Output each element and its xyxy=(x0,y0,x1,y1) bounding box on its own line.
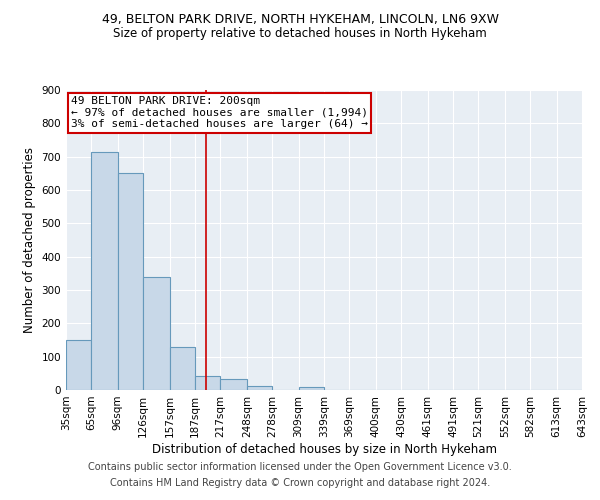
Bar xyxy=(91,152,118,390)
Text: Contains public sector information licensed under the Open Government Licence v3: Contains public sector information licen… xyxy=(88,462,512,472)
X-axis label: Distribution of detached houses by size in North Hykeham: Distribution of detached houses by size … xyxy=(151,442,497,456)
Bar xyxy=(247,386,272,390)
Text: 49, BELTON PARK DRIVE, NORTH HYKEHAM, LINCOLN, LN6 9XW: 49, BELTON PARK DRIVE, NORTH HYKEHAM, LI… xyxy=(101,12,499,26)
Bar xyxy=(220,379,247,390)
Text: Contains HM Land Registry data © Crown copyright and database right 2024.: Contains HM Land Registry data © Crown c… xyxy=(110,478,490,488)
Bar xyxy=(143,276,170,390)
Bar xyxy=(66,340,91,390)
Bar xyxy=(118,174,143,390)
Text: 49 BELTON PARK DRIVE: 200sqm
← 97% of detached houses are smaller (1,994)
3% of : 49 BELTON PARK DRIVE: 200sqm ← 97% of de… xyxy=(71,96,368,129)
Bar xyxy=(195,376,220,390)
Bar xyxy=(299,386,324,390)
Y-axis label: Number of detached properties: Number of detached properties xyxy=(23,147,36,333)
Bar xyxy=(170,346,195,390)
Text: Size of property relative to detached houses in North Hykeham: Size of property relative to detached ho… xyxy=(113,28,487,40)
